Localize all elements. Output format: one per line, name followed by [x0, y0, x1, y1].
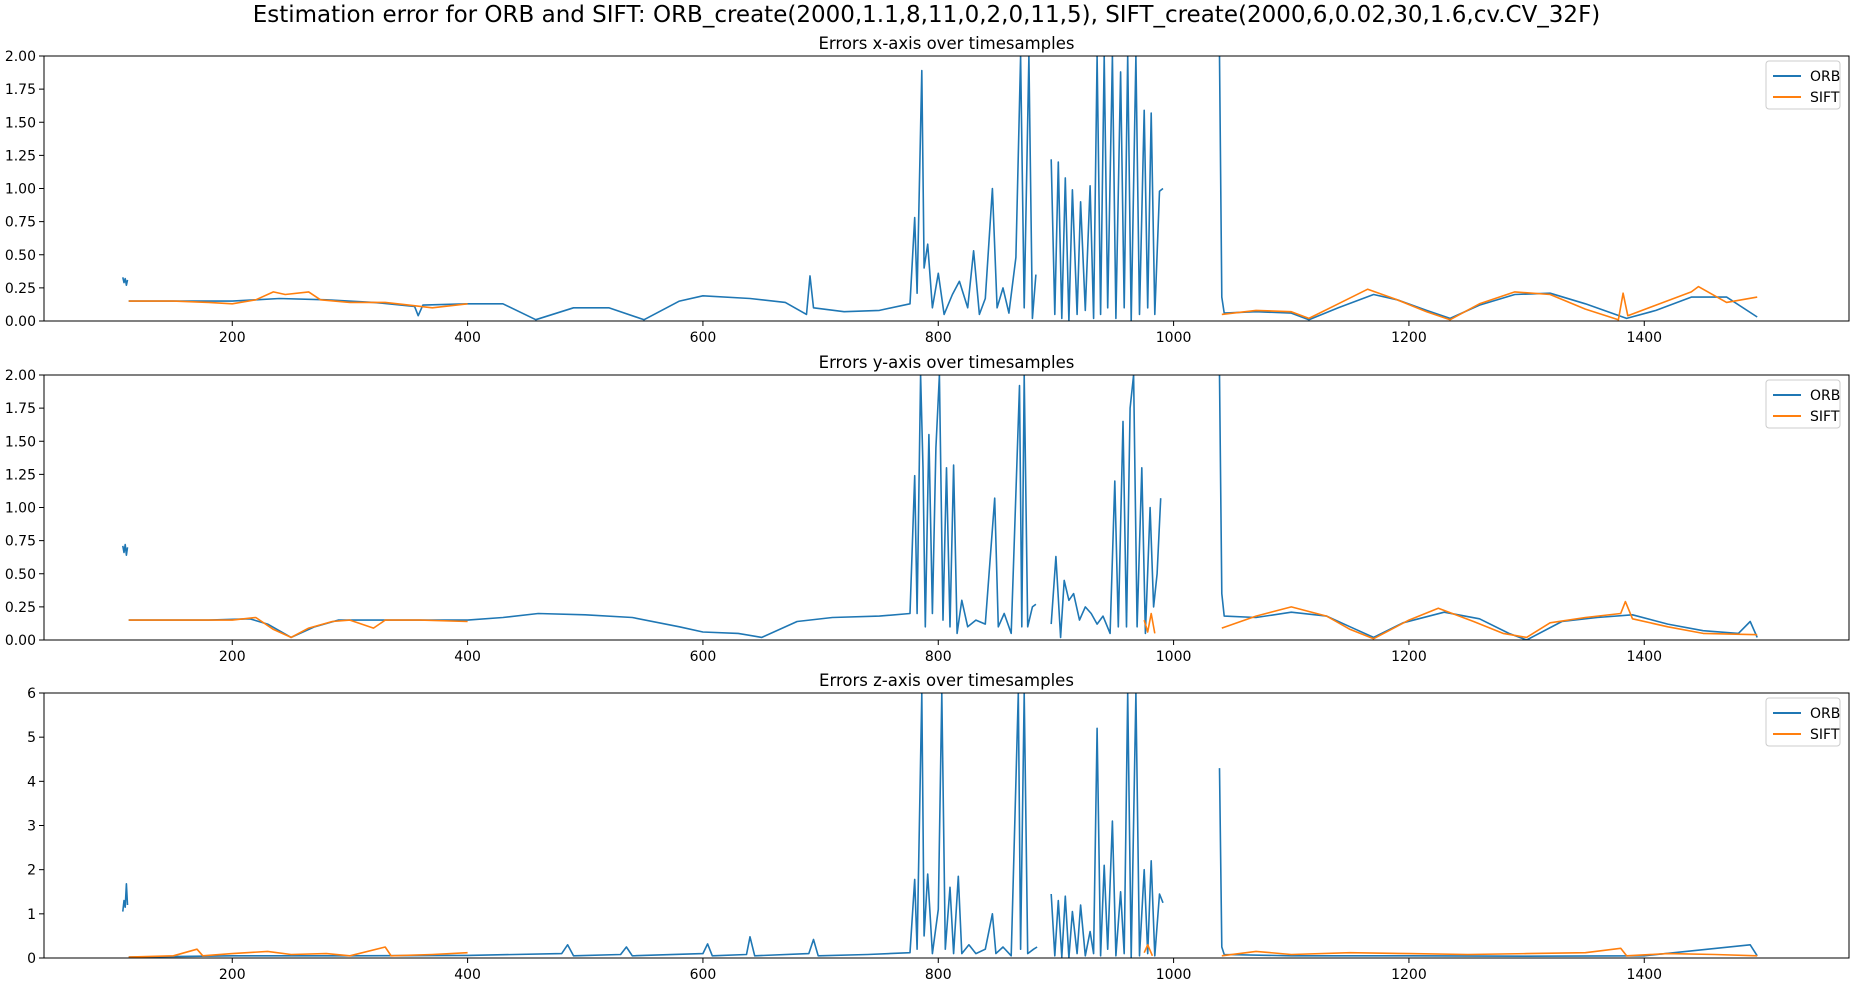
subplot-title: Errors z-axis over timesamples: [819, 671, 1074, 690]
y-tick-label: 0.50: [5, 248, 36, 264]
y-tick-label: 1.50: [5, 115, 36, 131]
y-tick-label: 0.25: [5, 281, 36, 297]
series-line-sift: [1221, 285, 1758, 321]
y-tick-label: 0.00: [5, 633, 36, 649]
y-tick-label: 0.00: [5, 314, 36, 330]
y-tick-label: 1.75: [5, 82, 36, 98]
x-tick-label: 1000: [1156, 967, 1192, 983]
series-line-orb: [1218, 56, 1758, 321]
y-tick-label: 1.25: [5, 148, 36, 164]
x-tick-label: 400: [454, 967, 481, 983]
series-line-sift: [128, 291, 468, 309]
x-tick-label: 1000: [1156, 649, 1192, 665]
y-tick-label: 0.25: [5, 600, 36, 616]
series-line-sift: [1143, 612, 1156, 634]
subplot-3: Errors z-axis over timesamples 200 400 600 8…: [27, 671, 1850, 983]
x-tick-label: 800: [925, 967, 952, 983]
series-line-sift: [1221, 947, 1758, 957]
figure-title: Estimation error for ORB and SIFT: ORB_c…: [252, 2, 1601, 28]
x-tick-label: 1400: [1626, 967, 1662, 983]
y-tick-label: 2: [27, 863, 36, 879]
x-tick-label: 1200: [1391, 330, 1427, 346]
x-tick-label: 800: [925, 330, 952, 346]
series-line-sift: [1143, 943, 1154, 957]
legend-label-sift: SIFT: [1810, 409, 1840, 425]
axes-frame: [43, 374, 1850, 641]
x-tick-label: 1000: [1156, 330, 1192, 346]
axes-frame: [43, 55, 1850, 322]
legend-label-orb: ORB: [1810, 388, 1840, 404]
legend: ORB SIFT: [1765, 60, 1841, 110]
x-tick-label: 200: [219, 330, 246, 346]
series-line-sift: [128, 616, 468, 639]
y-tick-label: 5: [27, 730, 36, 746]
y-tick-label: 0.75: [5, 215, 36, 231]
x-tick-label: 400: [454, 330, 481, 346]
y-tick-label: 1: [27, 907, 36, 923]
series-line-orb: [122, 543, 129, 557]
legend: ORB SIFT: [1765, 379, 1841, 429]
series-line-orb: [128, 375, 1037, 639]
series-line-orb: [122, 277, 129, 287]
series-line-sift: [128, 946, 468, 958]
x-tick-label: 600: [690, 330, 717, 346]
x-tick-label: 1200: [1391, 649, 1427, 665]
x-tick-label: 400: [454, 649, 481, 665]
y-tick-label: 0: [27, 951, 36, 967]
x-tick-label: 600: [690, 967, 717, 983]
y-tick-label: 6: [27, 686, 36, 702]
legend-label-orb: ORB: [1810, 69, 1840, 85]
x-tick-label: 600: [690, 649, 717, 665]
x-tick-label: 800: [925, 649, 952, 665]
subplot-1: Errors x-axis over timesamples 200 400 600 8…: [5, 34, 1850, 346]
y-tick-label: 4: [27, 774, 36, 790]
legend-label-sift: SIFT: [1810, 90, 1840, 106]
series-line-orb: [128, 56, 1037, 321]
y-tick-label: 1.25: [5, 467, 36, 483]
subplot-title: Errors x-axis over timesamples: [819, 34, 1075, 53]
y-tick-label: 1.00: [5, 182, 36, 198]
subplot-2: Errors y-axis over timesamples 200 400 600 8…: [5, 353, 1850, 665]
y-tick-label: 0.75: [5, 534, 36, 550]
x-tick-label: 200: [219, 649, 246, 665]
series-line-orb: [1050, 693, 1164, 958]
axes-frame: [43, 692, 1850, 959]
y-tick-label: 0.50: [5, 567, 36, 583]
y-tick-label: 1.00: [5, 501, 36, 517]
legend-label-orb: ORB: [1810, 706, 1840, 722]
series-line-orb: [1218, 768, 1758, 958]
y-tick-label: 3: [27, 819, 36, 835]
series-line-orb: [1218, 375, 1758, 640]
x-tick-label: 1400: [1626, 649, 1662, 665]
subplot-title: Errors y-axis over timesamples: [819, 353, 1075, 372]
series-line-orb: [128, 693, 1038, 958]
legend-label-sift: SIFT: [1810, 727, 1840, 743]
y-tick-label: 2.00: [5, 368, 36, 384]
y-tick-label: 1.75: [5, 401, 36, 417]
y-tick-label: 2.00: [5, 49, 36, 65]
x-tick-label: 1400: [1626, 330, 1662, 346]
y-tick-label: 1.50: [5, 434, 36, 450]
legend: ORB SIFT: [1765, 697, 1841, 747]
series-line-orb: [122, 882, 129, 912]
x-tick-label: 200: [219, 967, 246, 983]
x-tick-label: 1200: [1391, 967, 1427, 983]
series-line-sift: [1221, 600, 1758, 640]
series-line-orb: [1050, 375, 1162, 639]
series-line-orb: [1050, 56, 1164, 321]
